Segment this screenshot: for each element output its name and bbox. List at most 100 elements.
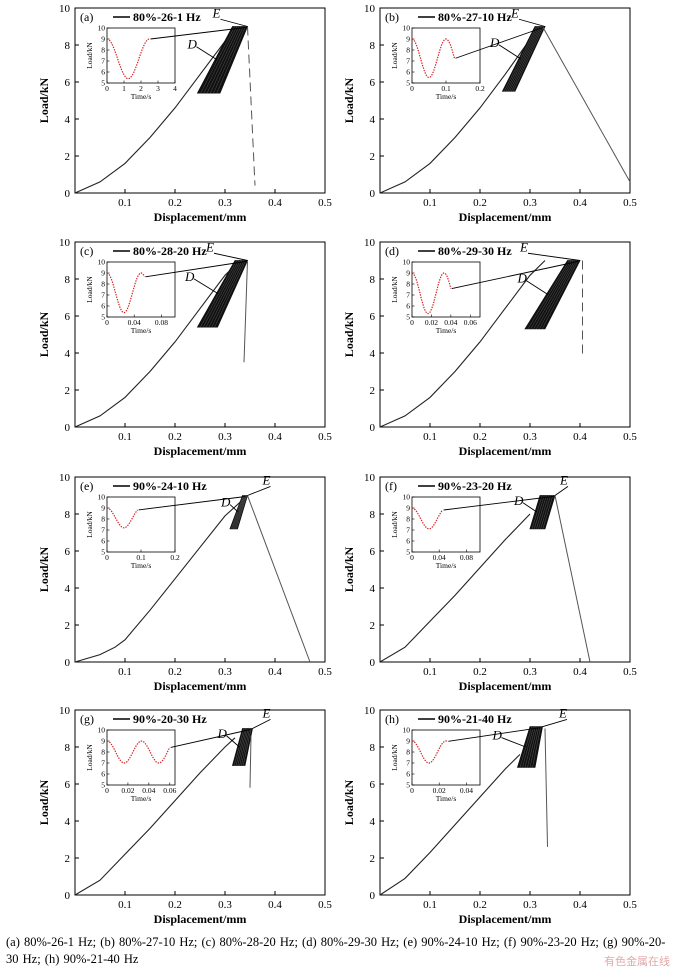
annotation-arrow-e <box>220 18 248 27</box>
hysteresis-loop <box>532 726 541 768</box>
hysteresis-loop <box>527 726 538 768</box>
inset-y-tick-label: 7 <box>406 759 410 768</box>
inset-y-axis-label: Load/kN <box>390 511 399 538</box>
inset-x-tick-label: 3 <box>156 84 160 93</box>
y-tick-label: 4 <box>65 816 71 828</box>
legend-entry: 80%-27-10 Hz <box>438 10 512 24</box>
y-tick-label: 2 <box>65 385 71 397</box>
x-tick-label: 0.5 <box>318 899 332 911</box>
hysteresis-loop <box>237 728 248 766</box>
x-tick-label: 0.5 <box>318 197 332 209</box>
hysteresis-loop <box>511 26 543 92</box>
annotation-d: D <box>517 271 528 286</box>
x-tick-label: 0.1 <box>423 899 437 911</box>
inset-y-tick-label: 9 <box>101 504 105 513</box>
x-tick-label: 0.3 <box>523 666 537 678</box>
y-tick-label: 0 <box>370 422 376 434</box>
x-tick-label: 0.4 <box>268 197 282 209</box>
x-tick-label: 0.4 <box>573 431 587 443</box>
chart-panel-3: 0.1 0.2 0.3 0.4 0.5 0 2 4 6 8 10 Displacement/mm Loa… <box>37 237 332 458</box>
x-tick-label: 0.2 <box>473 197 487 209</box>
legend-entry: 90%-20-30 Hz <box>133 712 207 726</box>
cyclic-loading-band <box>196 260 249 328</box>
inset-y-axis-label: Load/kN <box>390 42 399 69</box>
inset-y-tick-label: 7 <box>406 57 410 66</box>
inset-x-axis-label: Time/s <box>131 326 152 335</box>
inset-y-tick-label: 8 <box>101 280 105 289</box>
y-tick-label: 8 <box>65 509 71 521</box>
inset-x-tick-label: 0.04 <box>444 318 457 327</box>
inset-y-tick-label: 10 <box>403 493 411 502</box>
hysteresis-loop <box>232 495 245 529</box>
inset-x-tick-label: 0.06 <box>163 786 176 795</box>
hysteresis-loop <box>200 260 238 328</box>
failure-branch <box>247 26 256 186</box>
hysteresis-loop <box>206 26 240 94</box>
x-tick-label: 0.1 <box>118 431 132 443</box>
inset-x-tick-label: 0 <box>105 84 109 93</box>
annotation-e: E <box>262 472 271 487</box>
hysteresis-loop <box>531 495 543 529</box>
x-tick-label: 0.2 <box>168 197 182 209</box>
y-tick-label: 8 <box>370 274 376 286</box>
y-tick-label: 10 <box>59 237 71 249</box>
inset-pointer-arrow <box>451 261 579 289</box>
inset-x-tick-label: 0.04 <box>128 318 141 327</box>
plot-frame <box>74 709 326 896</box>
annotation-d: D <box>184 269 195 284</box>
inset-x-axis-label: Time/s <box>436 92 457 101</box>
x-tick-label: 0.3 <box>523 431 537 443</box>
hysteresis-loop <box>529 726 540 768</box>
inset-frame <box>106 27 176 84</box>
hysteresis-loop <box>210 26 242 94</box>
load-displacement-curve <box>379 260 546 428</box>
y-tick-label: 6 <box>65 77 71 89</box>
x-axis-label: Displacement/mm <box>154 912 247 926</box>
hysteresis-loop <box>235 728 246 766</box>
load-displacement-curve <box>379 513 531 663</box>
y-tick-label: 6 <box>370 311 376 323</box>
plot-frame <box>379 7 631 194</box>
inset-x-tick-label: 4 <box>173 84 177 93</box>
x-tick-label: 0.3 <box>218 197 232 209</box>
y-tick-label: 6 <box>65 779 71 791</box>
annotation-e: E <box>519 239 528 254</box>
inset-y-tick-label: 7 <box>406 526 410 535</box>
inset-y-tick-label: 9 <box>101 737 105 746</box>
inset-x-tick-label: 1 <box>122 84 126 93</box>
annotation-d: D <box>187 37 198 52</box>
hysteresis-loop <box>538 495 549 529</box>
x-tick-label: 0.5 <box>623 197 637 209</box>
inset-x-tick-label: 0 <box>410 318 414 327</box>
annotation-arrow-e <box>542 718 568 728</box>
inset-sine-signal <box>106 272 145 314</box>
inset-y-tick-label: 10 <box>403 258 411 267</box>
inset-chart: 5 6 7 8 9 10 0 0.1 0.2 Time/s Load/kN <box>85 493 180 571</box>
hysteresis-loop <box>230 495 244 529</box>
panel-label: (g) <box>80 712 94 726</box>
annotation-e: E <box>559 472 568 487</box>
inset-x-tick-label: 0.1 <box>441 84 451 93</box>
failure-branch <box>544 728 548 847</box>
inset-y-axis-label: Load/kN <box>390 744 399 771</box>
inset-x-axis-label: Time/s <box>131 794 152 803</box>
y-tick-label: 10 <box>364 705 376 717</box>
legend-entry: 90%-24-10 Hz <box>133 479 207 493</box>
inset-y-tick-label: 10 <box>403 24 411 33</box>
y-tick-label: 0 <box>370 657 376 669</box>
hysteresis-loop <box>505 26 539 92</box>
hysteresis-loop <box>542 495 554 529</box>
inset-y-axis-label: Load/kN <box>85 744 94 771</box>
inset-y-tick-label: 7 <box>101 291 105 300</box>
inset-y-axis-label: Load/kN <box>85 42 94 69</box>
x-tick-label: 0.4 <box>268 899 282 911</box>
inset-x-tick-label: 0.04 <box>433 553 446 562</box>
y-tick-label: 2 <box>370 151 376 163</box>
inset-frame <box>106 496 176 553</box>
inset-x-axis-label: Time/s <box>436 794 457 803</box>
inset-x-tick-label: 0.02 <box>433 786 446 795</box>
inset-x-tick-label: 2 <box>139 84 143 93</box>
x-axis-label: Displacement/mm <box>459 444 552 458</box>
x-tick-label: 0.3 <box>523 899 537 911</box>
hysteresis-loop <box>536 495 547 529</box>
